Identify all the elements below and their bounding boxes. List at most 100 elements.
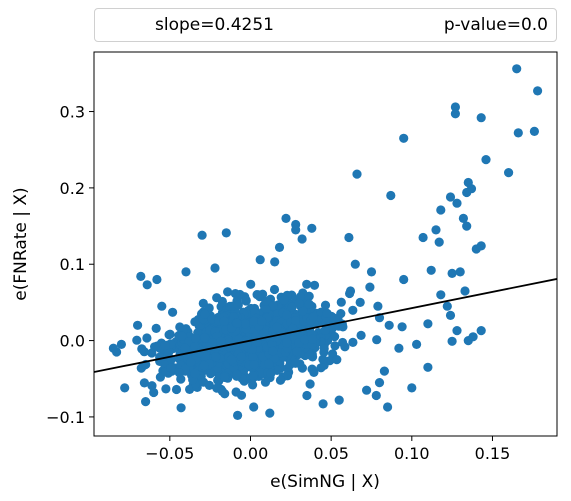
scatter-point	[287, 302, 297, 312]
scatter-point	[198, 298, 208, 308]
scatter-point	[165, 329, 175, 339]
x-tick-label: 0.05	[313, 444, 349, 463]
y-axis-ticks: −0.1 0.0 0.1 0.2 0.3	[46, 103, 94, 427]
scatter-point	[455, 267, 465, 277]
y-tick-label: 0.2	[60, 179, 85, 198]
y-tick-label: 0.3	[60, 103, 85, 122]
scatter-point	[198, 377, 209, 387]
scatter-point	[236, 352, 246, 362]
scatter-point	[176, 403, 186, 413]
scatter-point	[386, 190, 396, 201]
scatter-point	[423, 362, 433, 372]
scatter-point	[330, 332, 340, 342]
scatter-point	[266, 368, 276, 378]
scatter-point	[462, 221, 472, 231]
scatter-point	[149, 387, 159, 398]
scatter-point	[249, 316, 259, 326]
scatter-point	[199, 332, 210, 343]
scatter-point	[249, 402, 259, 412]
scatter-point	[447, 268, 457, 278]
scatter-point	[371, 390, 381, 401]
points-layer	[108, 64, 543, 420]
scatter-point	[272, 322, 282, 332]
scatter-point	[232, 318, 242, 328]
scatter-point	[320, 300, 331, 310]
scatter-point	[171, 384, 182, 395]
scatter-point	[264, 359, 274, 369]
scatter-point	[319, 344, 329, 354]
scatter-point	[282, 338, 292, 348]
scatter-point	[232, 370, 242, 380]
scatter-point	[374, 378, 385, 388]
scatter-point	[352, 169, 362, 179]
scatter-point	[302, 279, 312, 289]
scatter-point	[458, 213, 468, 223]
scatter-point	[212, 293, 222, 303]
scatter-point	[197, 230, 207, 240]
scatter-point	[190, 368, 200, 379]
y-axis-label: e(FNRate | X)	[11, 187, 31, 300]
scatter-point	[108, 343, 118, 353]
scatter-point	[366, 267, 377, 277]
scatter-point	[308, 312, 318, 322]
scatter-point	[399, 274, 409, 285]
scatter-point	[460, 286, 470, 296]
x-tick-label: 0.10	[394, 444, 430, 463]
scatter-point	[186, 357, 196, 367]
scatter-point	[463, 177, 473, 188]
scatter-point	[261, 296, 271, 306]
scatter-point	[200, 309, 210, 319]
scatter-point	[298, 306, 308, 316]
x-axis-label: e(SimNG | X)	[270, 472, 380, 492]
scatter-point	[275, 375, 286, 385]
scatter-point	[157, 301, 167, 311]
scatter-point	[436, 205, 446, 215]
scatter-point	[142, 333, 152, 343]
scatter-point	[450, 102, 460, 112]
scatter-point	[442, 301, 452, 311]
scatter-point	[177, 331, 187, 341]
scatter-point	[210, 263, 220, 273]
scatter-point	[116, 339, 126, 349]
scatter-point	[322, 308, 332, 318]
scatter-point	[533, 86, 543, 96]
scatter-point	[139, 347, 149, 357]
scatter-point	[141, 397, 151, 407]
scatter-point	[139, 378, 149, 388]
plot-frame	[93, 51, 558, 437]
scatter-point	[332, 355, 342, 365]
scatter-point	[384, 320, 394, 330]
scatter-point	[260, 377, 271, 387]
scatter-point	[344, 232, 354, 243]
slope-label: slope=0.4251	[155, 15, 274, 35]
scatter-point	[512, 64, 522, 74]
scatter-point	[231, 387, 241, 397]
scatter-point	[345, 286, 356, 296]
scatter-point	[221, 228, 231, 238]
scatter-point	[150, 342, 160, 352]
scatter-point	[268, 346, 278, 356]
scatter-point	[373, 301, 383, 311]
scatter-point	[307, 364, 317, 374]
scatter-point	[190, 333, 201, 343]
scatter-point	[185, 384, 195, 394]
scatter-point	[397, 322, 407, 332]
scatter-point	[447, 336, 457, 346]
scatter-point	[233, 300, 243, 310]
scatter-point	[362, 385, 372, 395]
scatter-point	[383, 402, 393, 412]
scatter-point	[274, 242, 285, 252]
scatter-point	[399, 133, 409, 143]
scatter-point	[302, 390, 312, 401]
scatter-point	[241, 295, 251, 305]
scatter-point	[255, 255, 265, 265]
scatter-point	[300, 334, 310, 345]
scatter-point	[223, 287, 233, 297]
scatter-point	[529, 126, 540, 136]
scatter-point	[281, 213, 291, 223]
scatter-point	[318, 399, 328, 409]
scatter-point	[216, 336, 226, 346]
scatter-point	[219, 316, 229, 326]
scatter-point	[350, 259, 360, 269]
